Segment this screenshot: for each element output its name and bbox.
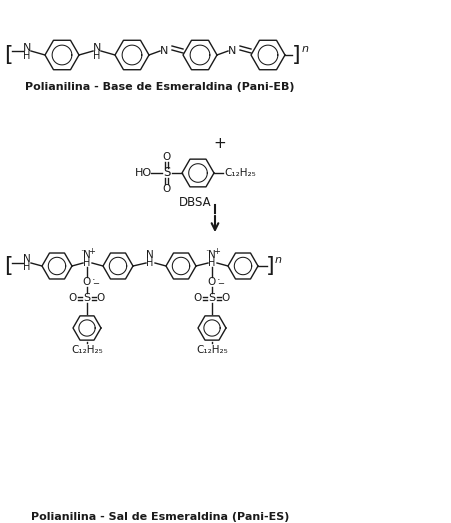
Text: Polianilina - Base de Esmeraldina (Pani-EB): Polianilina - Base de Esmeraldina (Pani-… [25, 82, 294, 92]
Text: N: N [23, 43, 31, 53]
Text: O: O [97, 293, 105, 303]
Text: n: n [274, 255, 281, 265]
Text: Polianilina - Sal de Esmeraldina (Pani-ES): Polianilina - Sal de Esmeraldina (Pani-E… [31, 512, 289, 522]
Text: ··: ·· [80, 247, 85, 256]
Text: N: N [227, 46, 236, 56]
Text: N: N [160, 46, 168, 56]
Text: O: O [83, 277, 91, 287]
Text: +: + [213, 247, 220, 256]
Text: n: n [301, 44, 308, 54]
Text: S: S [83, 293, 90, 303]
Text: −: − [92, 279, 99, 289]
Text: [: [ [4, 256, 12, 276]
Text: O: O [69, 293, 77, 303]
Text: ]: ] [265, 256, 274, 276]
Text: H: H [23, 51, 31, 61]
Text: O: O [162, 152, 171, 162]
Text: ·: · [216, 275, 220, 285]
Text: S: S [208, 293, 215, 303]
Text: C₁₂H₂₅: C₁₂H₂₅ [71, 345, 103, 355]
Text: O: O [207, 277, 216, 287]
Text: S: S [163, 166, 170, 179]
Text: N: N [23, 254, 31, 264]
Text: O: O [193, 293, 202, 303]
Text: O: O [221, 293, 230, 303]
Text: ]: ] [291, 45, 299, 65]
Text: +: + [88, 247, 95, 256]
Text: H: H [83, 258, 91, 268]
Text: H: H [93, 51, 101, 61]
Text: H: H [23, 262, 31, 272]
Text: ··: ·· [205, 247, 210, 256]
Text: N: N [146, 250, 153, 260]
Text: C₁₂H₂₅: C₁₂H₂₅ [196, 345, 227, 355]
Text: O: O [162, 184, 171, 194]
Text: N: N [92, 43, 101, 53]
Text: [: [ [4, 45, 12, 65]
Text: H: H [146, 258, 153, 268]
Text: DBSA: DBSA [178, 197, 211, 210]
Text: N: N [207, 250, 216, 260]
Text: −: − [216, 279, 224, 289]
Text: +: + [213, 135, 226, 151]
Text: ·: · [92, 275, 96, 285]
Text: N: N [83, 250, 91, 260]
Text: H: H [208, 258, 215, 268]
Text: HO: HO [134, 168, 151, 178]
Text: C₁₂H₂₅: C₁₂H₂₅ [224, 168, 255, 178]
